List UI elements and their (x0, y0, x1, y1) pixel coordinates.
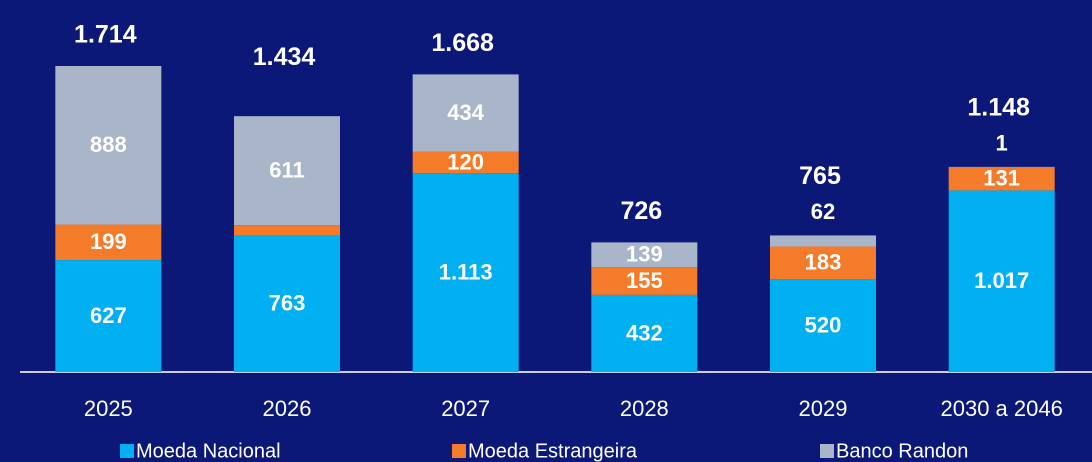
bar-segment (591, 294, 698, 372)
legend-label: Moeda Estrangeira (468, 440, 638, 462)
x-tick-label: 2025 (84, 396, 133, 421)
bar-segment (948, 167, 1055, 191)
bar-segment (234, 225, 340, 236)
x-tick-label: 2030 a 2046 (940, 396, 1062, 421)
x-tick-label: 2029 (799, 396, 848, 421)
segment-label: 520 (805, 312, 842, 337)
segment-label: 763 (269, 291, 306, 316)
bar-segment (55, 66, 162, 225)
legend-swatch (452, 444, 466, 458)
legend-label: Moeda Nacional (136, 440, 281, 462)
bar-segment (412, 173, 519, 372)
legend-swatch (120, 444, 134, 458)
bar-segment (770, 246, 876, 280)
segment-label: 1 (996, 131, 1008, 156)
segment-label: 611 (269, 158, 305, 183)
segment-label: 183 (805, 250, 842, 275)
bar-segment (591, 242, 698, 268)
total-label: 726 (620, 197, 662, 225)
bar-segment (770, 279, 876, 372)
segment-label: 432 (626, 320, 663, 345)
segment-label: 888 (90, 132, 127, 157)
bar-segment (591, 267, 698, 295)
segment-label: 139 (626, 242, 663, 267)
total-label: 1.714 (74, 21, 137, 49)
bar-segment (55, 260, 162, 372)
x-tick-label: 2028 (620, 396, 669, 421)
legend-swatch (820, 444, 834, 458)
segment-label: 62 (811, 199, 835, 224)
segment-label: 434 (447, 100, 484, 125)
bar-segment (770, 235, 876, 247)
segment-label: 1.113 (439, 259, 493, 284)
total-label: 765 (799, 162, 841, 190)
total-label: 1.668 (431, 29, 494, 57)
x-tick-label: 2026 (263, 396, 312, 421)
bar-segment (948, 190, 1055, 372)
bar-segment (412, 74, 519, 152)
bar-segment (234, 235, 340, 372)
x-tick-label: 2027 (441, 396, 490, 421)
segment-label: 627 (90, 303, 127, 328)
legend-label: Banco Randon (836, 440, 968, 462)
segment-label: 199 (90, 229, 127, 254)
bar-segment (234, 116, 340, 226)
segment-label: 131 (983, 166, 1020, 191)
segment-label: 120 (447, 149, 484, 174)
bar-segment (55, 224, 162, 261)
total-label: 1.148 (967, 93, 1030, 121)
segment-label: 1.017 (974, 268, 1029, 293)
bar-segment (412, 151, 519, 174)
segment-label: 155 (626, 268, 663, 293)
total-label: 1.434 (253, 43, 316, 71)
